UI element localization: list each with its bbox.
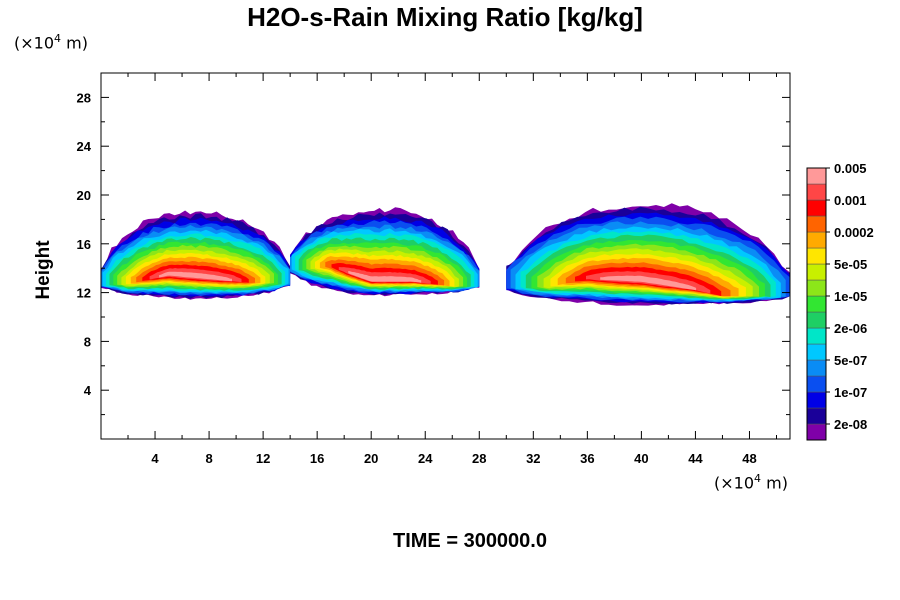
colorbar-swatch: [806, 391, 827, 409]
y-tick-label: 16: [77, 237, 91, 252]
chart-title: H2O-s-Rain Mixing Ratio [kg/kg]: [247, 2, 643, 32]
time-label: TIME = 300000.0: [393, 530, 547, 552]
colorbar-legend: 2e-08 1e-07 5e-07 2e-06 1e-05 5e-05 0.0002 0.00…: [806, 161, 874, 441]
y-tick-label: 12: [77, 286, 91, 301]
x-tick-label: 28: [472, 451, 486, 466]
rain-contour-band: [348, 270, 422, 283]
x-tick-label: 8: [205, 451, 212, 466]
colorbar-label: 1e-05: [834, 289, 867, 304]
colorbar-swatch: [806, 359, 827, 377]
colorbar-label: 1e-07: [834, 385, 867, 400]
colorbar-label: 5e-07: [834, 353, 867, 368]
colorbar-swatch: [806, 263, 827, 281]
colorbar-label: 0.005: [834, 161, 867, 176]
rain-field: [101, 203, 790, 306]
colorbar-label: 0.0002: [834, 225, 874, 240]
x-tick-label: 24: [418, 451, 433, 466]
x-tick-label: 32: [526, 451, 540, 466]
y-unit-suffix: m): [61, 33, 88, 53]
y-axis-unit: (×104 m): [14, 32, 88, 52]
y-tick-label: 4: [84, 383, 92, 398]
x-tick-label: 40: [634, 451, 648, 466]
colorbar-swatch: [806, 199, 827, 217]
y-unit-prefix: (×10: [14, 33, 55, 53]
y-tick-label: 28: [77, 90, 91, 105]
colorbar-label: 2e-06: [834, 321, 867, 336]
x-tick-label: 36: [580, 451, 594, 466]
colorbar-swatch: [806, 231, 827, 249]
colorbar-swatch: [806, 215, 827, 233]
colorbar-swatch: [806, 407, 827, 425]
colorbar-swatch: [806, 375, 827, 393]
colorbar-label: 0.001: [834, 193, 867, 208]
x-unit-suffix: m): [761, 473, 788, 493]
x-tick-label: 44: [688, 451, 703, 466]
x-tick-label: 4: [151, 451, 159, 466]
plot-frame: [100, 72, 791, 440]
colorbar-label: 5e-05: [834, 257, 867, 272]
x-tick-label: 16: [310, 451, 324, 466]
colorbar-swatch: [806, 295, 827, 313]
x-unit-exponent: 4: [754, 472, 762, 485]
colorbar-swatch: [806, 183, 827, 201]
colorbar-swatch: [806, 327, 827, 345]
colorbar-swatch: [806, 423, 827, 441]
colorbar-swatch: [806, 247, 827, 265]
y-tick-label: 8: [84, 334, 91, 349]
x-axis-unit: (×104 m): [714, 472, 788, 492]
colorbar-label: 2e-08: [834, 417, 867, 432]
y-tick-label: 24: [77, 139, 92, 154]
y-unit-exponent: 4: [54, 32, 62, 45]
rain-contour-band: [600, 275, 697, 291]
colorbar-swatch: [806, 167, 827, 185]
colorbar-swatch: [806, 311, 827, 329]
x-unit-prefix: (×10: [714, 473, 755, 493]
colorbar-swatch: [806, 279, 827, 297]
rain-contour-band: [159, 271, 232, 282]
y-tick-label: 20: [77, 188, 91, 203]
x-tick-label: 20: [364, 451, 378, 466]
x-tick-label: 12: [256, 451, 270, 466]
colorbar-frame: [806, 167, 827, 441]
x-tick-label: 48: [742, 451, 756, 466]
colorbar-swatch: [806, 343, 827, 361]
